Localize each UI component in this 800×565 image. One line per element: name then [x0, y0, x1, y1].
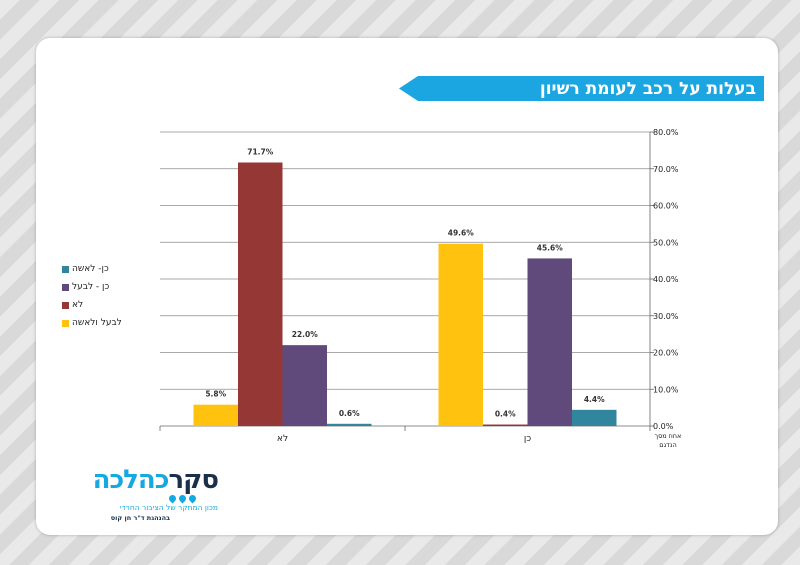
bar: [483, 424, 528, 426]
data-label: 71.7%: [247, 148, 274, 157]
legend-label: כן- לאשה: [72, 264, 109, 274]
data-label: 0.6%: [339, 409, 360, 418]
legend-label: לא: [72, 300, 84, 310]
logo: סקרכהלכה מכון המחקר של הציבור החרדי בהנה…: [58, 465, 219, 525]
y-tick-labels: 0.0% 10.0% 20.0% 30.0% 40.0% 50.0% 60.0% 70.0% 8…: [653, 128, 679, 431]
y-tick-label: 20.0%: [653, 349, 679, 358]
logo-credit: בהנהגת ד"ר חן קוס: [110, 514, 170, 522]
data-label: 0.4%: [495, 410, 516, 419]
logo-drops-icon: [167, 493, 209, 504]
bars: [193, 162, 617, 426]
y-tick-label: 60.0%: [653, 202, 679, 211]
data-label: 22.0%: [292, 330, 319, 339]
data-labels: 5.8% 71.7% 22.0% 0.6% 49.6% 0.4% 45.6% 4.4%: [205, 148, 605, 419]
gridlines: [160, 131, 650, 390]
slide-card: [36, 38, 778, 535]
bar: [282, 345, 327, 426]
data-label: 5.8%: [205, 390, 226, 399]
bar: [438, 243, 483, 426]
y-tick-label: 80.0%: [653, 128, 679, 137]
bar: [238, 162, 283, 426]
axes: [159, 131, 654, 431]
logo-word-part1: סקר: [168, 465, 219, 495]
data-label: 49.6%: [448, 229, 475, 238]
legend-item: כן - לבעל: [62, 278, 172, 296]
logo-tagline: מכון המחקר של הציבור החרדי: [119, 503, 218, 512]
y-tick-label: 40.0%: [653, 275, 679, 284]
y-axis-label-line1: אחוז מסך: [655, 432, 682, 440]
legend-item: לבעל ולאשה: [62, 314, 172, 332]
category-label: לא: [277, 434, 288, 444]
category-label: כן: [524, 434, 531, 444]
legend-label: כן - לבעל: [72, 282, 110, 292]
y-tick-label: 70.0%: [653, 165, 679, 174]
y-tick-label: 50.0%: [653, 238, 679, 247]
bar: [527, 258, 572, 426]
data-label: 4.4%: [584, 395, 605, 404]
chart-legend: כן- לאשה כן - לבעל לא לבעל ולאשה: [62, 260, 172, 332]
legend-swatch: [62, 283, 69, 291]
legend-label: לבעל ולאשה: [72, 318, 122, 328]
logo-word-part2: כהלכה: [92, 465, 170, 495]
legend-item: לא: [62, 296, 172, 314]
logo-wordmark: סקרכהלכה: [92, 465, 219, 495]
bar: [327, 423, 372, 426]
title-banner: [399, 76, 764, 101]
y-tick-label: 30.0%: [653, 312, 679, 321]
legend-item: כן- לאשה: [62, 260, 172, 278]
data-label: 45.6%: [537, 243, 564, 252]
y-axis-label-line2: הנדגם: [659, 441, 676, 449]
slide-title: בעלות על רכב לעומת רשיון: [539, 79, 756, 99]
legend-swatch: [62, 265, 69, 273]
y-tick-label: 0.0%: [653, 422, 674, 431]
bar: [193, 404, 238, 426]
legend-swatch: [62, 301, 69, 309]
legend-swatch: [62, 319, 69, 327]
category-labels: לא כן: [277, 434, 531, 444]
y-tick-label: 10.0%: [653, 385, 679, 394]
bar: [572, 409, 617, 426]
